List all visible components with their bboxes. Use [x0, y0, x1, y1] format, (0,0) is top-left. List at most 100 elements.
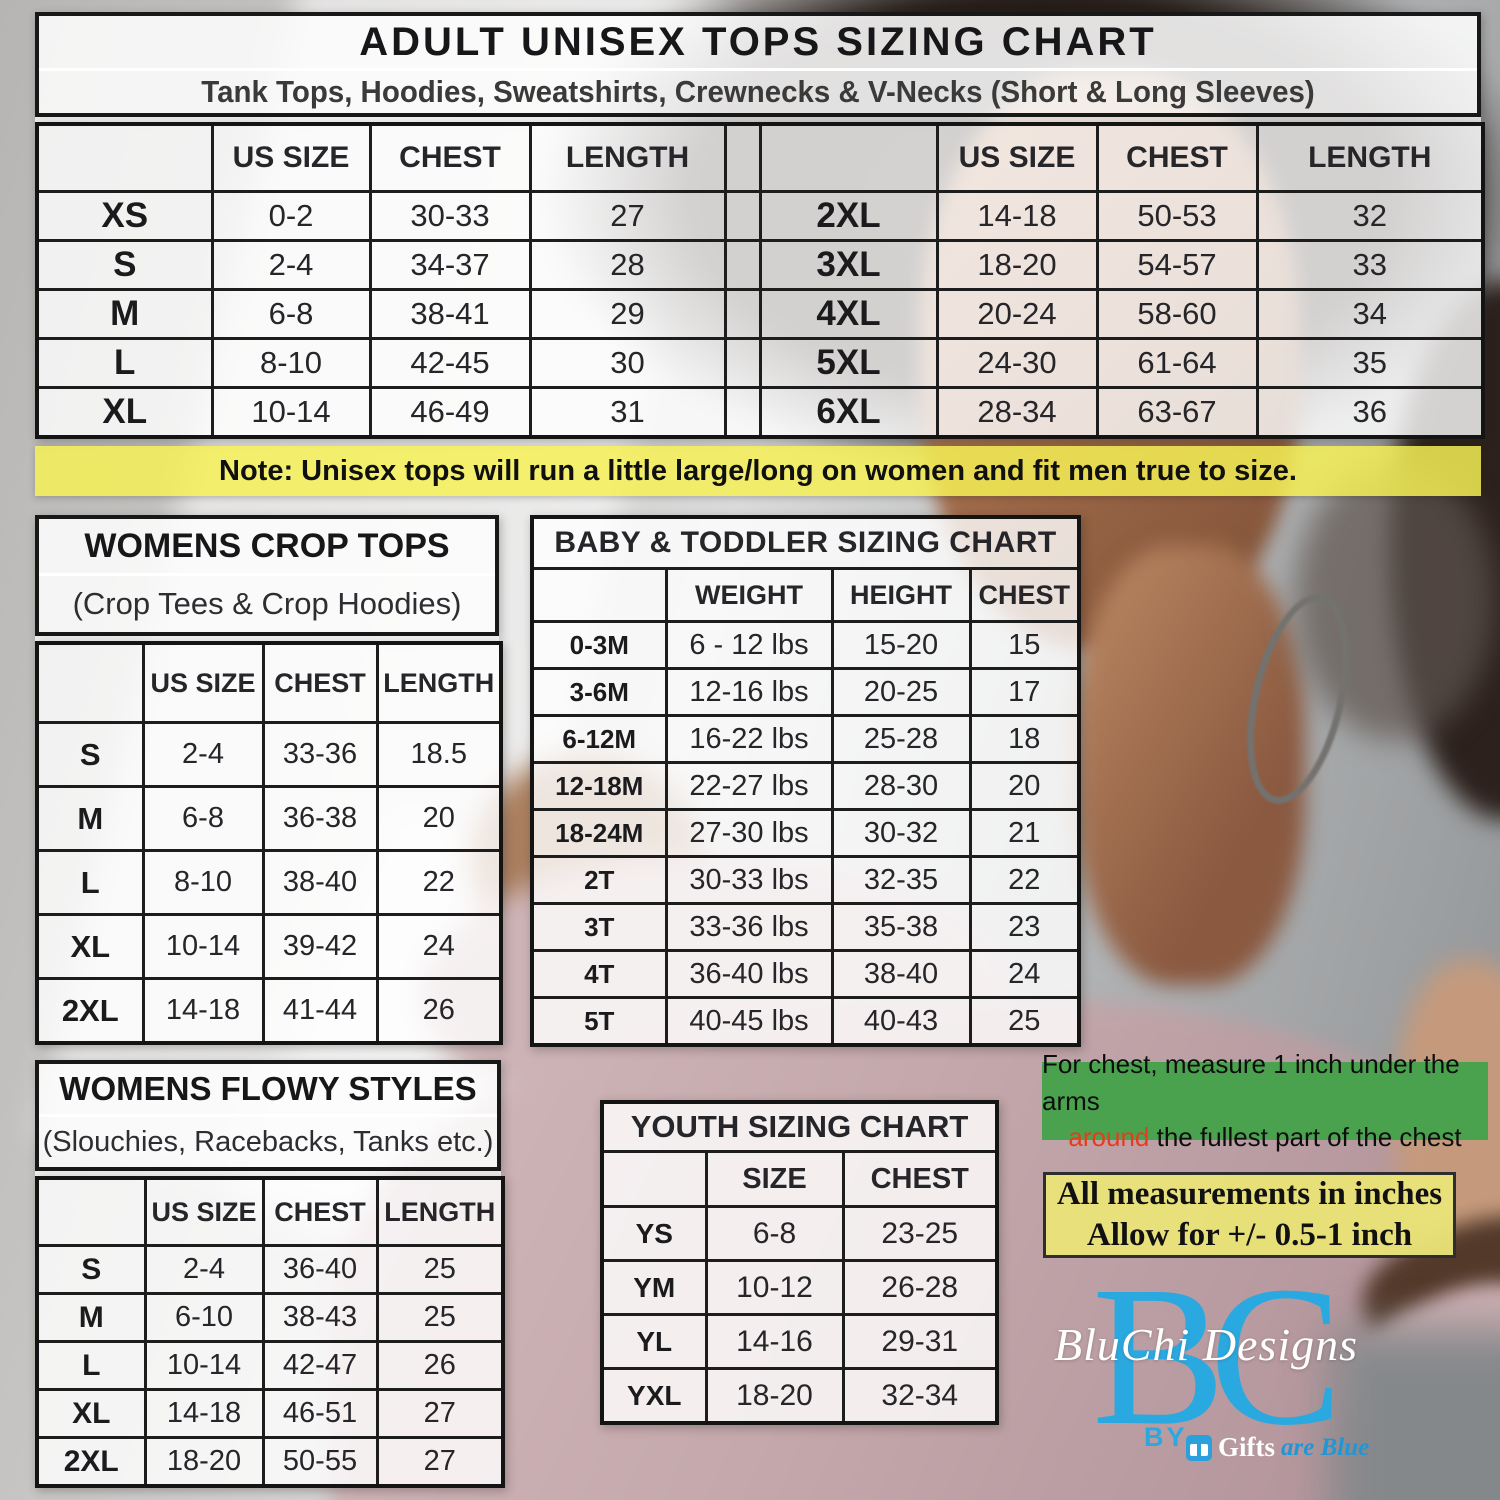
row-label-cell: 2XL: [35, 1436, 147, 1488]
row-label-cell: M: [35, 1292, 147, 1343]
table-cell: 25: [375, 1292, 505, 1343]
table-row: S 2-4 33-36 18.5: [35, 721, 503, 788]
table-cell: 24: [375, 913, 503, 980]
flowy-chart-subtitle: (Slouchies, Racebacks, Tanks etc.): [42, 1125, 494, 1158]
measurements-note-line1: All measurements in inches: [1056, 1175, 1443, 1212]
spacer-cell: [723, 190, 762, 242]
row-label-cell: L: [35, 337, 214, 389]
divider: [35, 1171, 501, 1176]
table-row: XS 0-2 30-33 27 2XL 14-18 50-53 32: [35, 190, 1485, 242]
header-chest: CHEST: [968, 567, 1081, 623]
table-cell: 18-20: [143, 1436, 265, 1488]
crop-title-box: WOMENS CROP TOPS (Crop Tees & Crop Hoodi…: [35, 515, 499, 636]
table-cell: 14-16: [704, 1313, 845, 1370]
row-label-cell: S: [35, 1244, 147, 1295]
table-cell: 30-32: [830, 808, 972, 858]
youth-title-row: YOUTH SIZING CHART: [600, 1100, 999, 1153]
header-us-size: US SIZE: [935, 122, 1099, 193]
row-label-cell: XL: [35, 1388, 147, 1439]
table-cell: 21: [968, 808, 1081, 858]
table-cell: 8-10: [141, 849, 265, 916]
adult-chart-subtitle-text: Tank Tops, Hoodies, Sweatshirts, Crewnec…: [201, 74, 1315, 109]
spacer-cell: [723, 288, 762, 340]
table-cell: 16-22 lbs: [664, 714, 834, 764]
table-row: L 8-10 42-45 30 5XL 24-30 61-64 35: [35, 337, 1485, 389]
header-length: LENGTH: [528, 122, 727, 193]
crop-chart-title: WOMENS CROP TOPS: [84, 526, 450, 565]
table-cell: 14-18: [935, 190, 1099, 242]
table-cell: 27-30 lbs: [664, 808, 834, 858]
table-cell: 42-45: [368, 337, 532, 389]
table-cell: 22-27 lbs: [664, 761, 834, 811]
table-cell: 23: [968, 902, 1081, 952]
logo-monogram: BC: [1092, 1246, 1343, 1467]
flowy-header-row: US SIZE CHEST LENGTH: [35, 1176, 505, 1247]
table-cell: 20: [968, 761, 1081, 811]
row-label-cell: 4T: [530, 949, 668, 999]
table-cell: 22: [968, 855, 1081, 905]
model-hair-wisps: [1295, 460, 1495, 740]
table-cell: 61-64: [1095, 337, 1259, 389]
table-row: 4T 36-40 lbs 38-40 24: [530, 949, 1081, 999]
table-row: 3T 33-36 lbs 35-38 23: [530, 902, 1081, 952]
row-label-cell: 3XL: [758, 239, 939, 291]
table-cell: 28-34: [935, 386, 1099, 439]
adult-chart-title: ADULT UNISEX TOPS SIZING CHART: [359, 19, 1157, 64]
crop-tops-table: US SIZE CHEST LENGTH S 2-4 33-36 18.5 M 6-8 36…: [35, 641, 503, 1045]
table-cell: 15: [968, 620, 1081, 670]
table-cell: 15-20: [830, 620, 972, 670]
table-cell: 6-10: [143, 1292, 265, 1343]
header-us-size: US SIZE: [141, 641, 265, 724]
row-label-cell: S: [35, 721, 145, 788]
table-cell: 18-20: [704, 1367, 845, 1425]
table-cell: 22: [375, 849, 503, 916]
table-cell: 46-51: [261, 1388, 379, 1439]
table-cell: 29-31: [841, 1313, 999, 1370]
adult-unisex-section: ADULT UNISEX TOPS SIZING CHART Tank Tops…: [35, 12, 1485, 439]
table-cell: 20: [375, 785, 503, 852]
adult-chart-subtitle: Tank Tops, Hoodies, Sweatshirts, Crewnec…: [39, 71, 1477, 113]
row-label-cell: YM: [600, 1259, 708, 1316]
table-cell: 36-40: [261, 1244, 379, 1295]
table-cell: 30: [528, 337, 727, 389]
measurements-note: All measurements in inches Allow for +/-…: [1043, 1172, 1456, 1258]
table-cell: 39-42: [261, 913, 379, 980]
row-label-cell: 2XL: [758, 190, 939, 242]
table-cell: 0-2: [210, 190, 372, 242]
table-cell: 14-18: [141, 977, 265, 1045]
table-row: 12-18M 22-27 lbs 28-30 20: [530, 761, 1081, 811]
baby-header-row: WEIGHT HEIGHT CHEST: [530, 567, 1081, 623]
table-cell: 12-16 lbs: [664, 667, 834, 717]
table-cell: 35-38: [830, 902, 972, 952]
baby-toddler-section: BABY & TODDLER SIZING CHART WEIGHT HEIGH…: [530, 515, 1082, 1047]
table-cell: 17: [968, 667, 1081, 717]
table-cell: 38-40: [261, 849, 379, 916]
table-cell: 34: [1255, 288, 1485, 340]
table-cell: 6-8: [141, 785, 265, 852]
table-cell: 42-47: [261, 1340, 379, 1391]
youth-chart-title: YOUTH SIZING CHART: [600, 1100, 999, 1153]
table-cell: 50-53: [1095, 190, 1259, 242]
header-length: LENGTH: [1255, 122, 1485, 193]
adult-title-box: ADULT UNISEX TOPS SIZING CHART Tank Tops…: [35, 12, 1481, 117]
row-label-cell: 5XL: [758, 337, 939, 389]
gift-box-icon: [1186, 1434, 1212, 1461]
table-cell: 32-35: [830, 855, 972, 905]
header-chest: CHEST: [1095, 122, 1259, 193]
table-row: XL 10-14 46-49 31 6XL 28-34 63-67 36: [35, 386, 1485, 439]
table-cell: 23-25: [841, 1205, 999, 1262]
measurements-note-line2: Allow for +/- 0.5-1 inch: [1086, 1217, 1413, 1253]
table-row: 5T 40-45 lbs 40-43 25: [530, 996, 1081, 1047]
row-label-cell: 5T: [530, 996, 668, 1047]
table-cell: 18.5: [375, 721, 503, 788]
header-chest: CHEST: [841, 1150, 999, 1208]
table-cell: 20-25: [830, 667, 972, 717]
table-row: YL 14-16 29-31: [600, 1313, 999, 1370]
youth-section: YOUTH SIZING CHART SIZE CHEST YS 6-8 23-25…: [600, 1100, 1000, 1425]
baby-toddler-table: BABY & TODDLER SIZING CHART WEIGHT HEIGH…: [530, 515, 1082, 1047]
table-cell: 10-14: [143, 1340, 265, 1391]
youth-header-row: SIZE CHEST: [600, 1150, 999, 1208]
row-label-cell: M: [35, 785, 145, 852]
divider: [35, 117, 1481, 122]
crop-chart-subtitle: (Crop Tees & Crop Hoodies): [72, 586, 462, 621]
